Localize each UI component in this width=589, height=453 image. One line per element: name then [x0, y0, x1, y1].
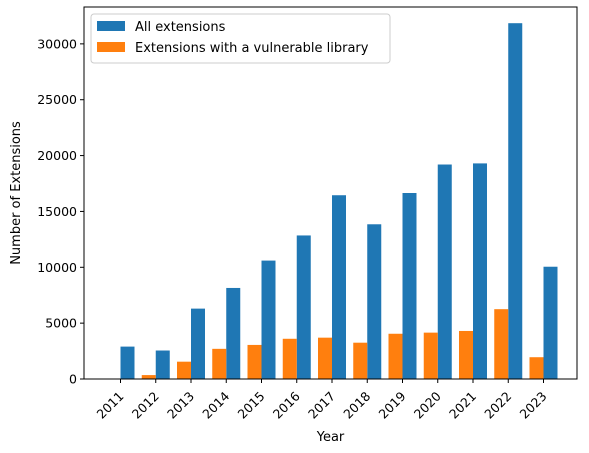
bars-layer: [120, 23, 558, 379]
bar-all-extensions-2013: [191, 308, 205, 379]
bar-all-extensions-2016: [296, 235, 311, 379]
y-axis-title: Number of Extensions: [9, 121, 24, 265]
legend-label-vulnerable-extensions: Extensions with a vulnerable library: [135, 41, 369, 56]
bar-all-extensions-2011: [120, 346, 135, 379]
bar-extensions-with-a-vulnerable-library-2023: [529, 357, 544, 379]
legend: All extensions Extensions with a vulnera…: [90, 13, 391, 64]
y-tick-label-30000: 30000: [37, 36, 77, 51]
bar-extensions-with-a-vulnerable-library-2021: [459, 330, 473, 379]
bar-extensions-with-a-vulnerable-library-2016: [282, 338, 297, 379]
bar-all-extensions-2014: [226, 287, 241, 379]
y-tick-label-0: 0: [69, 372, 77, 387]
bar-all-extensions-2022: [508, 23, 523, 379]
bar-extensions-with-a-vulnerable-library-2015: [247, 344, 262, 379]
bar-all-extensions-2023: [543, 266, 558, 379]
bar-extensions-with-a-vulnerable-library-2012: [141, 375, 156, 379]
y-tick-label-25000: 25000: [37, 92, 77, 107]
bar-all-extensions-2012: [155, 350, 170, 379]
bar-extensions-with-a-vulnerable-library-2019: [388, 333, 403, 379]
plot-frame: [83, 6, 578, 380]
legend-swatch-all-extensions: [97, 21, 125, 31]
legend-frame: [90, 13, 391, 64]
x-axis-title: Year: [316, 430, 345, 445]
bar-extensions-with-a-vulnerable-library-2013: [177, 361, 191, 379]
bar-all-extensions-2017: [332, 195, 346, 379]
bar-all-extensions-2018: [367, 224, 382, 379]
legend-swatch-vulnerable-extensions: [97, 42, 125, 52]
legend-label-all-extensions: All extensions: [135, 20, 226, 35]
bar-extensions-with-a-vulnerable-library-2014: [212, 348, 227, 379]
bar-extensions-with-a-vulnerable-library-2018: [353, 342, 368, 379]
y-tick-label-15000: 15000: [37, 204, 77, 219]
bar-extensions-with-a-vulnerable-library-2022: [494, 309, 509, 379]
bar-all-extensions-2020: [437, 164, 452, 379]
bar-extensions-with-a-vulnerable-library-2017: [318, 337, 332, 379]
bar-all-extensions-2019: [402, 193, 417, 379]
bar-all-extensions-2021: [473, 163, 487, 379]
y-tick-label-10000: 10000: [37, 260, 77, 275]
y-axis-ticks: 0 5000 10000 15000 20000 25000 30000: [37, 36, 84, 387]
y-tick-label-20000: 20000: [37, 148, 77, 163]
bar-extensions-with-a-vulnerable-library-2020: [423, 332, 438, 379]
y-tick-label-5000: 5000: [45, 316, 77, 331]
bar-all-extensions-2015: [261, 260, 276, 379]
